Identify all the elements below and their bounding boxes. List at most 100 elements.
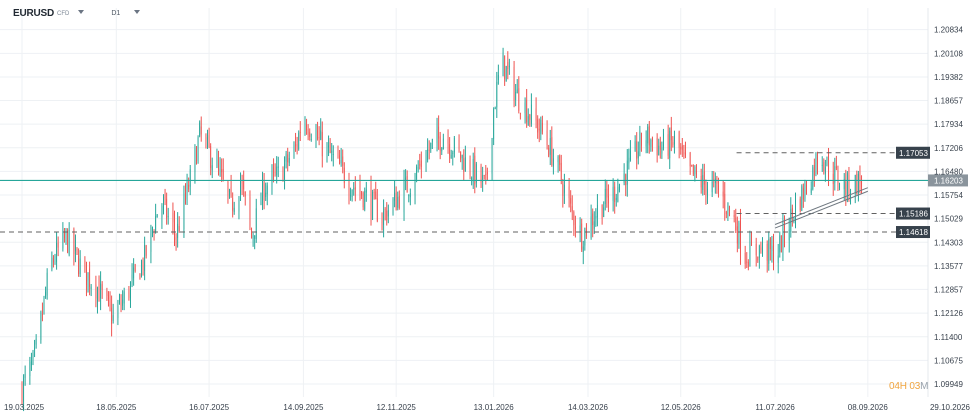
candle-body [34, 347, 35, 350]
candle-body [142, 260, 144, 270]
candle-body [428, 149, 430, 151]
candle-body [755, 243, 757, 256]
candle-body [64, 232, 65, 238]
candle-body [485, 174, 487, 176]
candle-body [526, 99, 528, 123]
candle-body [780, 236, 782, 253]
current-price-tag [928, 174, 968, 187]
candle-body [637, 151, 639, 159]
candle-body [515, 91, 517, 100]
candle-body [211, 165, 213, 171]
candle-body [296, 144, 298, 147]
candle-body [166, 198, 168, 219]
candle-body [494, 107, 496, 109]
candle-body [658, 145, 660, 156]
candle-body [101, 284, 103, 290]
candle-body [73, 229, 75, 255]
candle-body [507, 62, 509, 70]
candle-body [241, 182, 243, 184]
candle-body [597, 205, 598, 218]
candle-body [161, 206, 163, 218]
candle-body [758, 245, 760, 258]
axes: 1.20834 1.20108 1.19382 1.18657 1.17934 1.172… [4, 26, 971, 412]
symbol-selector[interactable]: EURUSD CFD [13, 8, 85, 19]
trend-line-upper [774, 187, 869, 225]
candle-body [817, 156, 818, 165]
candle-body [711, 181, 713, 193]
candle-body [680, 147, 682, 150]
candle-body [843, 178, 845, 190]
candle-body [486, 172, 488, 175]
candle-body [197, 137, 199, 162]
candle-body [117, 306, 119, 319]
candle-body [694, 167, 696, 175]
candle-body [541, 122, 543, 132]
candle-body [439, 136, 441, 151]
y-tick-label: 1.14303 [934, 238, 963, 247]
candle-body [821, 164, 823, 166]
candle-body [519, 113, 521, 115]
candle-body [186, 182, 188, 200]
candle-body [155, 216, 157, 233]
candle-body [398, 195, 400, 209]
candle-body [645, 140, 647, 147]
candle-body [702, 175, 704, 190]
candle-body [43, 296, 45, 312]
candle-body [724, 193, 726, 211]
candle-body [274, 172, 276, 174]
candle-body [287, 154, 289, 163]
candle-body [282, 168, 284, 182]
candle-body [667, 134, 669, 156]
y-tick-label: 1.13577 [934, 262, 963, 271]
candle-body [68, 229, 70, 255]
candles [21, 47, 863, 412]
candle-body [795, 201, 796, 220]
candle-body [397, 196, 399, 208]
candle-body [604, 188, 606, 205]
candle-body [414, 181, 416, 196]
candle-body [574, 226, 576, 229]
candle-body [370, 186, 372, 217]
candle-body [727, 202, 729, 211]
candle-body [573, 212, 575, 226]
candle-body [153, 232, 155, 234]
candle-body [343, 167, 345, 184]
candle-body [782, 223, 784, 250]
candle-body [328, 145, 329, 148]
x-tick-label: 16.07.2025 [189, 403, 230, 412]
candle-body [320, 130, 322, 140]
level-tag-label: 1.17053 [899, 149, 928, 158]
candle-body [112, 315, 114, 322]
y-tick-label: 1.12126 [934, 309, 963, 318]
candle-body [791, 207, 793, 215]
candle-body [307, 129, 309, 135]
candle-body [441, 147, 443, 152]
candle-body [145, 245, 147, 256]
candle-body [108, 295, 109, 299]
timeframe-selector[interactable]: D1 [111, 10, 141, 17]
candle-body [276, 166, 278, 176]
countdown-minutes: 03 [909, 381, 921, 392]
y-tick-label: 1.16480 [934, 167, 963, 176]
y-tick-label: 1.09949 [934, 380, 963, 389]
candle-body [194, 147, 196, 173]
candle-body [835, 166, 837, 169]
candle-body [722, 191, 724, 197]
candle-body [650, 140, 652, 147]
candle-body [491, 137, 493, 174]
candle-body [458, 139, 460, 149]
candle-body [801, 186, 803, 211]
candle-body [78, 255, 79, 274]
y-tick-label: 1.15029 [934, 215, 963, 224]
candle-body [832, 173, 834, 185]
candle-body [263, 182, 265, 200]
candle-body [735, 217, 737, 231]
candle-body [648, 126, 650, 146]
candle-body [628, 157, 630, 164]
candle-body [639, 131, 641, 151]
candle-body [252, 235, 254, 239]
candle-body [475, 163, 477, 183]
candle-body [128, 289, 130, 298]
